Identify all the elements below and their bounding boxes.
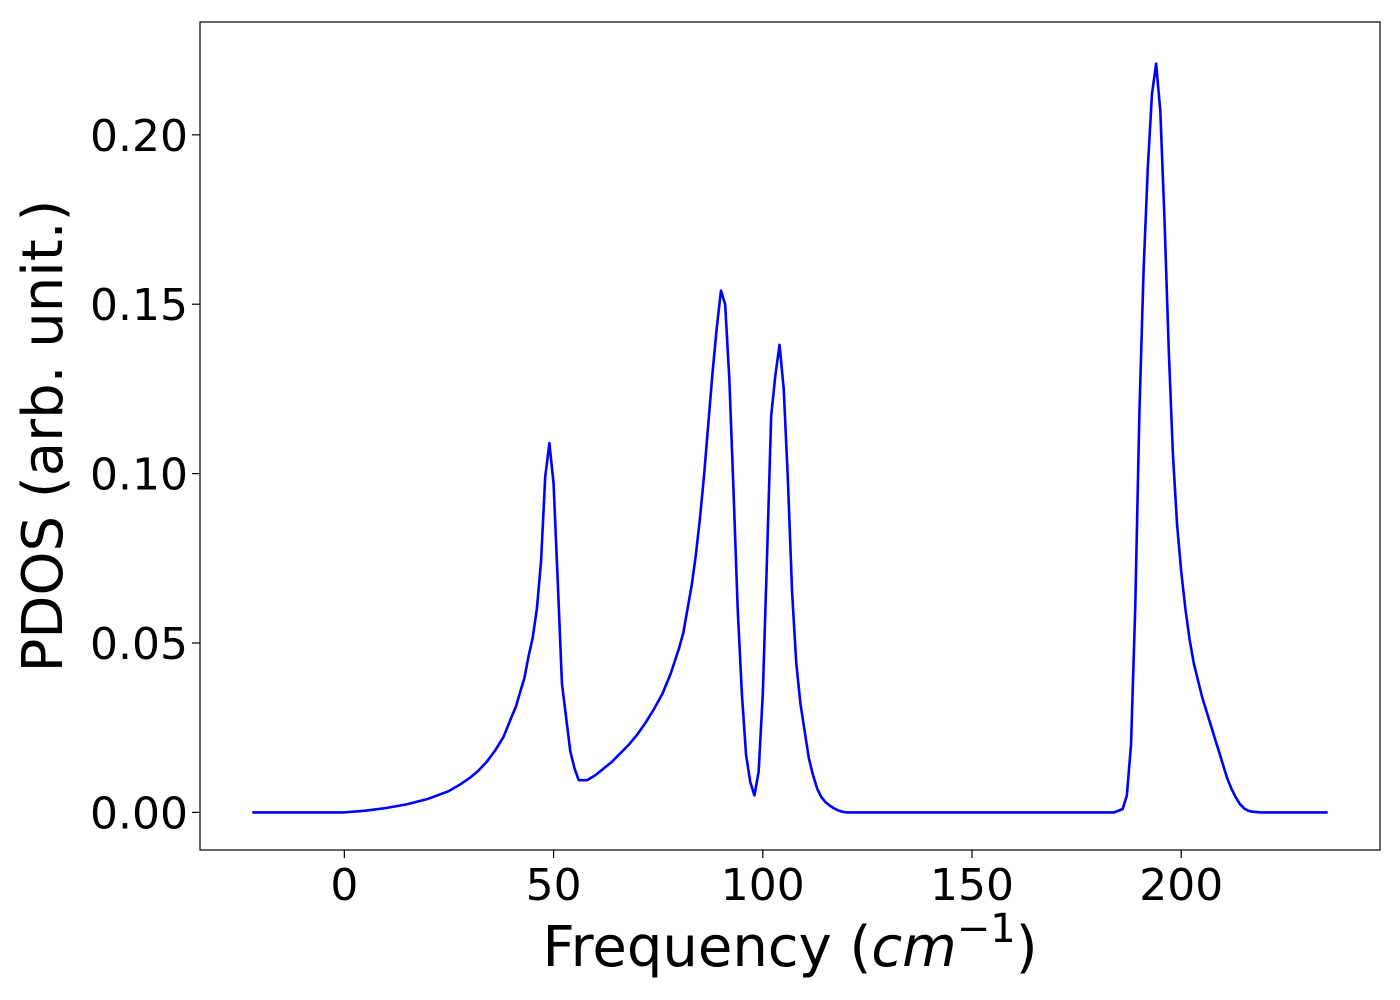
- plot-background: [200, 22, 1380, 850]
- y-axis-label: PDOS (arb. unit.): [11, 200, 76, 673]
- series-layer: [252, 62, 1328, 814]
- series-line: [252, 62, 1328, 814]
- x-tick-label: 100: [721, 860, 805, 911]
- y-tick-label: 0.15: [90, 280, 188, 331]
- x-axis-label-suffix: ): [1016, 915, 1038, 980]
- y-tick-label: 0.20: [90, 111, 188, 162]
- x-tick-label: 200: [1139, 860, 1223, 911]
- plot-frame: [199, 21, 1381, 851]
- x-tick-label: 50: [526, 860, 582, 911]
- x-axis-label: Frequency (cm−1): [542, 906, 1037, 980]
- y-axis-ticks: 0.00 0.05 0.10 0.15 0.20: [90, 111, 200, 839]
- x-tick-label: 0: [330, 860, 358, 911]
- y-tick-label: 0.05: [90, 619, 188, 670]
- y-tick-label: 0.10: [90, 450, 188, 501]
- x-axis-label-math: cm: [871, 915, 956, 980]
- x-axis-label-prefix: Frequency (: [542, 915, 871, 980]
- x-tick-label: 150: [930, 860, 1014, 911]
- x-axis-ticks: 0 50 100 150 200: [330, 850, 1223, 911]
- x-axis-label-superscript: −1: [957, 906, 1016, 952]
- y-tick-label: 0.00: [90, 788, 188, 839]
